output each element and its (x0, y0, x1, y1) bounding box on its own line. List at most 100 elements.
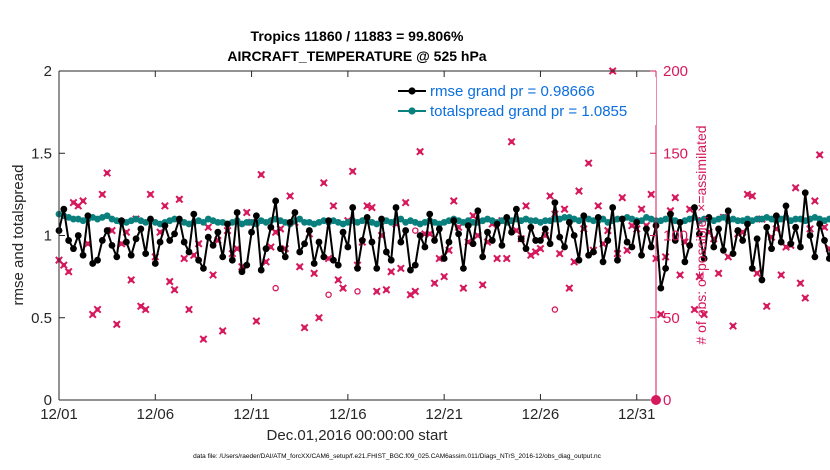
rmse-data-point (373, 265, 381, 272)
obs-x-center (470, 213, 476, 218)
obs-x-center (191, 253, 197, 258)
rmse-data-point (411, 261, 419, 269)
rmse-data-point (339, 228, 347, 236)
rmse-data-point (440, 255, 448, 262)
rmse-data-point (185, 248, 193, 256)
rmse-data-point (628, 243, 636, 251)
totalspread-data-point (541, 217, 549, 225)
rmse-data-point (686, 241, 694, 249)
x-tick-label: 12/06 (137, 406, 175, 423)
rmse-data-point (132, 235, 140, 243)
obs-count-assimilated-marker (815, 150, 824, 159)
rmse-data-point (358, 237, 366, 244)
rmse-data-point (450, 217, 458, 225)
obs-x-center (494, 256, 500, 261)
rmse-data-point (190, 210, 198, 218)
obs-count-assimilated-marker (536, 244, 545, 253)
obs-x-center (533, 249, 538, 255)
obs-x-center (437, 256, 442, 261)
obs-count-assimilated-marker (671, 193, 680, 202)
rmse-data-point (368, 238, 376, 246)
x-tick-label: 12/11 (233, 406, 269, 423)
obs-x-center (234, 246, 240, 251)
rmse-data-point (503, 214, 511, 221)
rmse-data-point (382, 248, 390, 256)
rmse-data-point (565, 218, 573, 226)
obs-x-center (138, 304, 144, 309)
rmse-data-point (806, 232, 814, 239)
obs-x-center (451, 198, 456, 204)
rmse-data-point (243, 261, 251, 269)
rmse-data-point (320, 253, 328, 261)
obs-x-center (268, 244, 274, 250)
obs-count-assimilated-marker (801, 294, 810, 302)
obs-count-assimilated-marker (286, 192, 295, 200)
rmse-data-point (238, 268, 246, 276)
rmse-data-point (305, 227, 313, 234)
obs-count-assimilated-marker (382, 285, 391, 294)
rmse-data-point (469, 240, 477, 248)
rmse-data-point (811, 253, 819, 261)
rmse-data-point (195, 256, 203, 264)
rmse-data-point (801, 189, 809, 197)
rmse-data-point (171, 230, 178, 238)
rmse-data-point (224, 220, 231, 228)
obs-count-assimilated-marker (714, 269, 723, 278)
obs-count-assimilated-marker (170, 285, 179, 294)
rmse-data-point (228, 256, 236, 264)
obs-x-center (85, 241, 91, 246)
obs-x-center (571, 259, 577, 265)
obs-x-center (66, 269, 71, 274)
rmse-data-point (94, 256, 101, 264)
obs-count-assimilated-marker (531, 248, 540, 256)
obs-x-center (340, 285, 346, 291)
obs-x-center (817, 152, 822, 158)
obs-count-assimilated-marker (69, 198, 78, 207)
obs-x-center (162, 203, 168, 209)
obs-count-assimilated-marker (348, 167, 357, 176)
rmse-data-point (257, 266, 265, 274)
obs-x-center (624, 248, 630, 253)
obs-x-center (119, 241, 124, 246)
obs-count-assimilated-marker (368, 203, 376, 212)
obs-x-center (764, 304, 769, 309)
y-tick-label: 2 (44, 63, 52, 80)
totalspread-data-point (301, 218, 308, 226)
obs-count-assimilated-marker (546, 192, 554, 200)
obs-count-assimilated-marker (204, 223, 213, 232)
rmse-data-point (363, 214, 371, 221)
obs-count-possible-marker (325, 291, 332, 298)
obs-x-center (104, 170, 110, 176)
rmse-data-point (662, 265, 670, 272)
rmse-data-point (387, 256, 395, 264)
obs-x-center (778, 272, 784, 278)
rmse-data-point (758, 276, 766, 284)
obs-x-center (547, 193, 553, 199)
obs-count-assimilated-marker (584, 159, 593, 168)
obs-count-assimilated-marker (416, 147, 424, 156)
y-right-tick-label: 200 (663, 63, 688, 80)
rmse-data-point (74, 232, 82, 239)
totalspread-data-point (792, 215, 800, 223)
obs-count-assimilated-marker (695, 272, 704, 281)
rmse-data-point (647, 243, 655, 251)
obs-count-assimilated-marker (522, 201, 530, 210)
rmse-data-point (638, 251, 645, 259)
obs-x-center (576, 188, 582, 194)
obs-x-center (750, 193, 755, 199)
obs-count-assimilated-marker (560, 205, 569, 214)
obs-count-assimilated-marker (401, 198, 410, 207)
rmse-data-point (633, 218, 641, 226)
rmse-data-point (156, 238, 164, 246)
rmse-data-point (349, 204, 357, 211)
obs-x-center (129, 277, 134, 283)
obs-count-assimilated-marker (112, 320, 121, 329)
rmse-data-point (671, 237, 679, 244)
obs-count-assimilated-marker (136, 302, 145, 311)
obs-count-assimilated-marker (199, 335, 208, 344)
rmse-data-point (753, 235, 761, 243)
obs-x-center (80, 198, 86, 204)
obs-x-center (350, 169, 355, 174)
totalspread-data-point (214, 218, 222, 226)
obs-x-center (403, 200, 408, 205)
